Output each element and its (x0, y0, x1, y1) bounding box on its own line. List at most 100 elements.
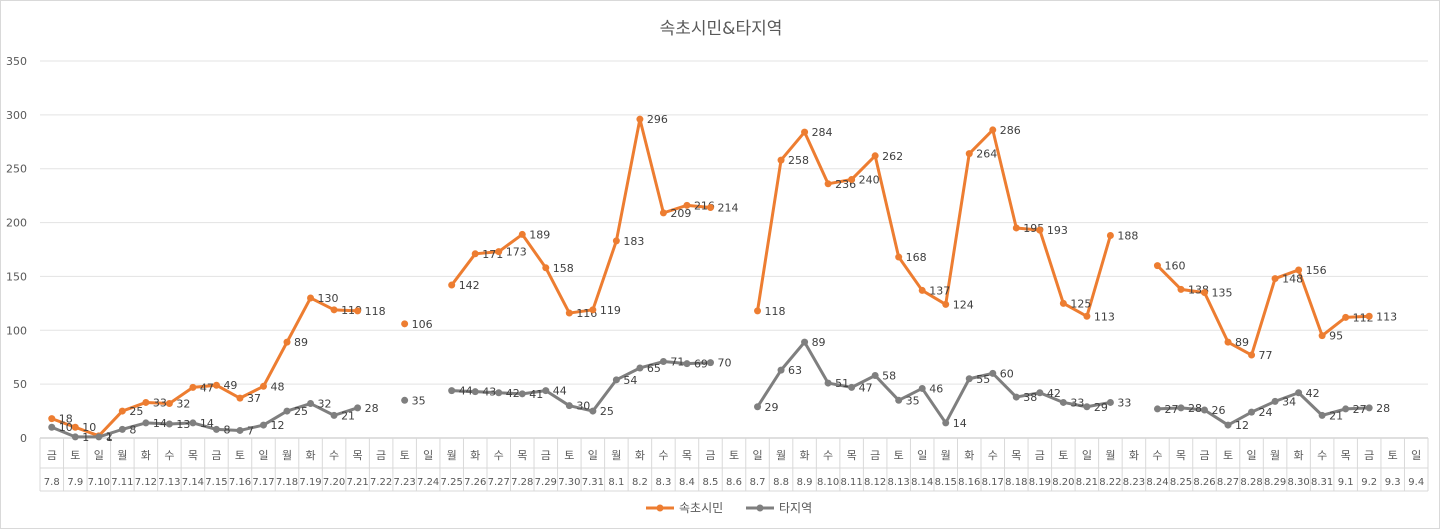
x-day-label: 수 (823, 449, 833, 462)
legend: 속초시민 타지역 (646, 501, 812, 515)
data-point (918, 384, 926, 392)
y-tick-label: 350 (6, 55, 27, 68)
x-day-label: 화 (964, 449, 974, 462)
x-day-label: 금 (705, 449, 715, 462)
data-label: 42 (1047, 387, 1061, 400)
data-label: 214 (717, 201, 738, 214)
x-day-label: 일 (752, 448, 762, 462)
x-day-label: 토 (1058, 449, 1068, 462)
y-tick-label: 50 (13, 378, 27, 391)
data-label: 7 (247, 424, 254, 437)
data-point (236, 426, 244, 434)
data-label: 125 (1070, 297, 1091, 310)
data-point (354, 404, 362, 412)
data-label: 43 (482, 386, 496, 399)
x-day-label: 일 (917, 448, 927, 462)
data-point (330, 411, 338, 419)
x-date-label: 7.13 (158, 477, 180, 488)
data-point (589, 407, 597, 415)
data-label: 38 (1023, 391, 1037, 404)
x-day-label: 목 (847, 449, 857, 462)
data-label: 33 (1070, 396, 1084, 409)
data-point (1224, 338, 1232, 346)
data-point (283, 338, 291, 346)
data-label: 124 (953, 298, 974, 311)
data-label: 42 (1306, 387, 1320, 400)
x-day-label: 토 (1388, 449, 1398, 462)
x-date-label: 8.8 (773, 477, 789, 488)
data-label: 60 (1000, 367, 1014, 380)
x-day-label: 월 (447, 449, 457, 462)
data-label: 27 (1164, 403, 1178, 416)
data-point (1177, 404, 1185, 412)
x-date-label: 7.19 (299, 477, 321, 488)
data-point (307, 294, 315, 302)
data-label: 1 (106, 431, 113, 444)
data-label: 118 (765, 305, 786, 318)
data-point (706, 359, 714, 367)
data-label: 12 (270, 419, 284, 432)
gridlines (40, 60, 1428, 439)
data-label: 55 (976, 373, 990, 386)
data-point (1106, 231, 1114, 239)
x-date-label: 9.2 (1361, 477, 1377, 488)
data-label: 158 (553, 262, 574, 275)
x-day-label: 토 (894, 449, 904, 462)
data-label: 106 (412, 318, 433, 331)
data-point (871, 152, 879, 160)
data-point (1153, 405, 1161, 413)
x-date-label: 8.12 (864, 477, 886, 488)
data-label: 286 (1000, 124, 1021, 137)
data-point (1342, 313, 1350, 321)
data-point (142, 398, 150, 406)
data-point (706, 203, 714, 211)
data-label: 58 (882, 370, 896, 383)
data-point (1177, 285, 1185, 293)
x-date-label: 9.4 (1408, 477, 1424, 488)
data-label: 183 (623, 235, 644, 248)
data-point (801, 128, 809, 136)
x-day-label: 화 (1129, 449, 1139, 462)
data-label: 25 (294, 405, 308, 418)
x-date-label: 9.3 (1385, 477, 1401, 488)
x-date-label: 8.17 (982, 477, 1004, 488)
data-label: 264 (976, 148, 997, 161)
x-day-label: 목 (1176, 449, 1186, 462)
data-point (1295, 389, 1303, 397)
series-line (1155, 264, 1371, 357)
data-point (189, 419, 197, 427)
data-label: 240 (859, 173, 880, 186)
data-point (612, 376, 620, 384)
data-point (1012, 393, 1020, 401)
x-date-label: 8.27 (1217, 477, 1239, 488)
data-label: 42 (506, 387, 520, 400)
data-point (777, 366, 785, 374)
data-point (1271, 275, 1279, 283)
data-point (1365, 404, 1373, 412)
data-label: 71 (670, 356, 684, 369)
data-label: 137 (929, 284, 950, 297)
x-date-label: 8.19 (1029, 477, 1051, 488)
x-date-label: 7.12 (135, 477, 157, 488)
x-date-label: 8.22 (1099, 477, 1121, 488)
data-point (895, 396, 903, 404)
data-point (1083, 403, 1091, 411)
x-date-label: 8.4 (679, 477, 695, 488)
x-date-label: 7.23 (394, 477, 416, 488)
x-date-label: 7.28 (511, 477, 533, 488)
data-point (683, 201, 691, 209)
x-day-label: 금 (1035, 449, 1045, 462)
x-day-label: 화 (800, 449, 810, 462)
x-day-label: 일 (1246, 448, 1256, 462)
x-day-label: 월 (776, 449, 786, 462)
x-date-label: 8.18 (1005, 477, 1027, 488)
x-date-label: 8.3 (655, 477, 671, 488)
data-point (1201, 406, 1209, 414)
x-day-label: 수 (494, 449, 504, 462)
x-date-label: 8.23 (1123, 477, 1145, 488)
data-label: 160 (1164, 260, 1185, 273)
x-date-label: 7.17 (252, 477, 274, 488)
data-label: 77 (1259, 349, 1273, 362)
x-day-label: 금 (1199, 449, 1209, 462)
